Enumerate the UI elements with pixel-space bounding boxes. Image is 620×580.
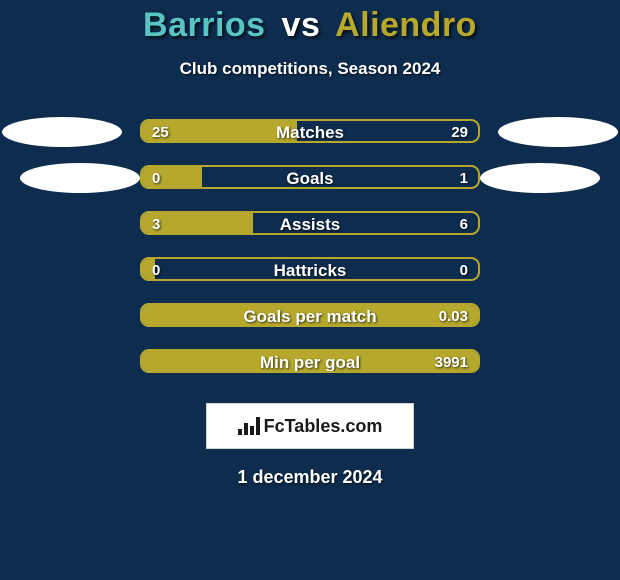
stat-bar: 25Matches29 <box>140 119 480 143</box>
stat-bar: 0Goals1 <box>140 165 480 189</box>
metric-label: Goals <box>142 167 478 189</box>
brand-badge: FcTables.com <box>206 403 414 449</box>
stat-row: 0Goals1 <box>0 159 620 205</box>
stat-row: 3Assists6 <box>0 205 620 251</box>
title-vs: vs <box>282 6 321 44</box>
stat-bar: Goals per match0.03 <box>140 303 480 327</box>
player2-badge <box>498 117 618 147</box>
metric-label: Assists <box>142 213 478 235</box>
stat-bar: 3Assists6 <box>140 211 480 235</box>
player2-value: 29 <box>451 121 468 143</box>
player2-value: 3991 <box>435 351 468 373</box>
player1-badge <box>20 163 140 193</box>
player1-name: Barrios <box>143 6 266 44</box>
stat-row: 25Matches29 <box>0 113 620 159</box>
stat-row: 0Hattricks0 <box>0 251 620 297</box>
stat-row: Min per goal3991 <box>0 343 620 389</box>
metric-label: Matches <box>142 121 478 143</box>
metric-label: Goals per match <box>142 305 478 327</box>
player2-value: 0.03 <box>439 305 468 327</box>
subtitle: Club competitions, Season 2024 <box>0 59 620 79</box>
stat-bar: Min per goal3991 <box>140 349 480 373</box>
player2-value: 6 <box>460 213 468 235</box>
player2-value: 1 <box>460 167 468 189</box>
metric-label: Min per goal <box>142 351 478 373</box>
comparison-infographic: Barrios vs Aliendro Club competitions, S… <box>0 0 620 580</box>
stats-container: 25Matches290Goals13Assists60Hattricks0Go… <box>0 113 620 389</box>
brand-text: FcTables.com <box>264 416 383 437</box>
barchart-icon <box>238 417 260 435</box>
player2-value: 0 <box>460 259 468 281</box>
page-title: Barrios vs Aliendro <box>0 6 620 45</box>
stat-row: Goals per match0.03 <box>0 297 620 343</box>
stat-bar: 0Hattricks0 <box>140 257 480 281</box>
player2-name: Aliendro <box>335 6 477 44</box>
snapshot-date: 1 december 2024 <box>0 467 620 488</box>
metric-label: Hattricks <box>142 259 478 281</box>
player2-badge <box>480 163 600 193</box>
player1-badge <box>2 117 122 147</box>
